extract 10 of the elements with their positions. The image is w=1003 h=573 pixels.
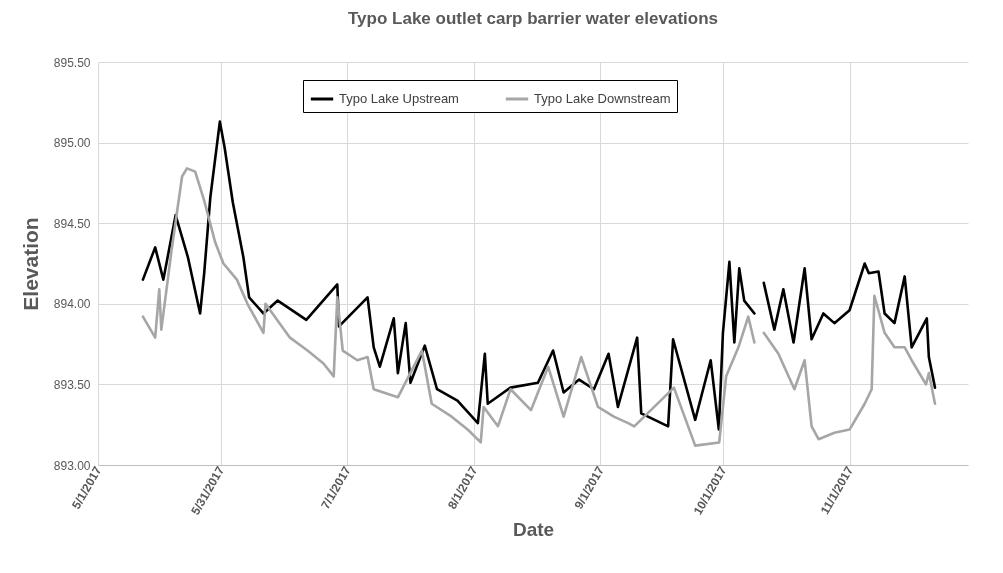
y-tick-label: 895.50 [53, 55, 91, 70]
y-tick-label: 894.50 [53, 216, 91, 231]
y-tick-label: 893.50 [53, 377, 91, 392]
x-axis-title: Date [512, 518, 555, 540]
y-axis-title: Elevation [18, 217, 42, 311]
legend-label: Typo Lake Downstream [534, 91, 671, 106]
chart-title: Typo Lake outlet carp barrier water elevations [347, 9, 719, 28]
legend-label: Typo Lake Upstream [339, 91, 459, 106]
y-tick-label: 895.00 [53, 136, 91, 151]
y-tick-label: 894.00 [53, 297, 91, 312]
